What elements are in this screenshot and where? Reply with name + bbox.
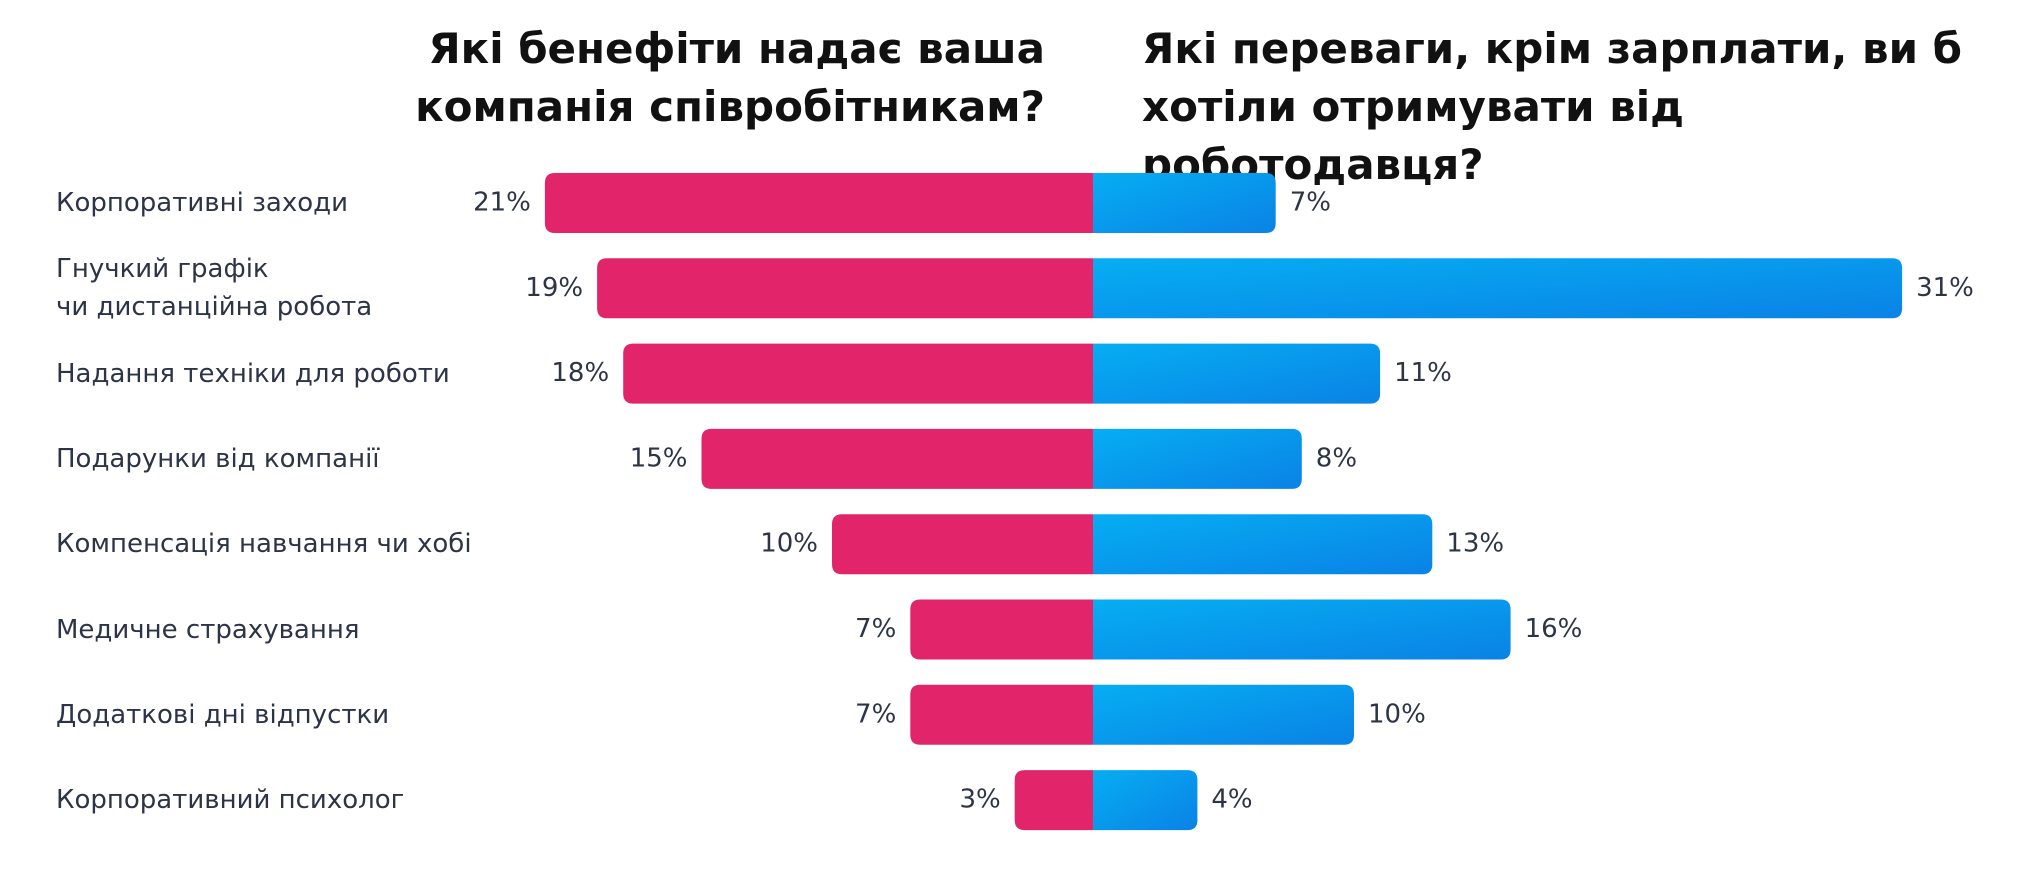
bar-right — [1093, 514, 1433, 575]
value-label: 7% — [1290, 188, 1331, 218]
value-label: 8% — [1316, 443, 1357, 473]
bar-left — [544, 173, 1093, 233]
value-label: 16% — [1525, 614, 1583, 644]
value-label: 7% — [855, 614, 896, 644]
category-label: Гнучкий графік чи дистанційна робота — [56, 254, 373, 323]
category-label: Корпоративний психолог — [56, 785, 405, 816]
value-label: 7% — [855, 699, 896, 729]
value-label: 15% — [630, 443, 688, 473]
value-label: 11% — [1394, 358, 1452, 388]
bar-left — [832, 514, 1093, 575]
value-label: 10% — [1368, 699, 1426, 729]
category-label: Надання техніки для роботи — [56, 358, 450, 389]
bar-right — [1093, 599, 1511, 660]
value-label: 4% — [1211, 785, 1252, 815]
bar-left — [1014, 770, 1093, 831]
value-label: 31% — [1916, 273, 1974, 303]
bar-right — [1093, 428, 1302, 489]
category-label: Подарунки від компанії — [56, 443, 380, 474]
category-label: Корпоративні заходи — [56, 188, 348, 218]
category-label: Додаткові дні відпустки — [56, 699, 390, 730]
value-label: 3% — [959, 785, 1000, 815]
value-label: 13% — [1446, 529, 1504, 559]
value-label: 19% — [525, 273, 583, 303]
left-title: Які бенефіти надає ваша компанія співроб… — [415, 24, 1045, 131]
bar-left — [623, 343, 1093, 404]
bar-left — [910, 599, 1093, 660]
category-label: Медичне страхування — [56, 614, 360, 645]
bar-left — [910, 684, 1093, 745]
category-label: Компенсація навчання чи хобі — [56, 529, 472, 560]
bar-right — [1093, 684, 1354, 745]
bar-right — [1093, 770, 1198, 831]
bar-right — [1093, 343, 1381, 404]
bar-right — [1093, 258, 1903, 319]
bar-right — [1093, 173, 1276, 233]
value-label: 18% — [551, 358, 609, 388]
value-label: 10% — [760, 529, 818, 559]
bar-left — [701, 428, 1093, 489]
value-label: 21% — [473, 188, 531, 218]
bar-left — [597, 258, 1093, 319]
